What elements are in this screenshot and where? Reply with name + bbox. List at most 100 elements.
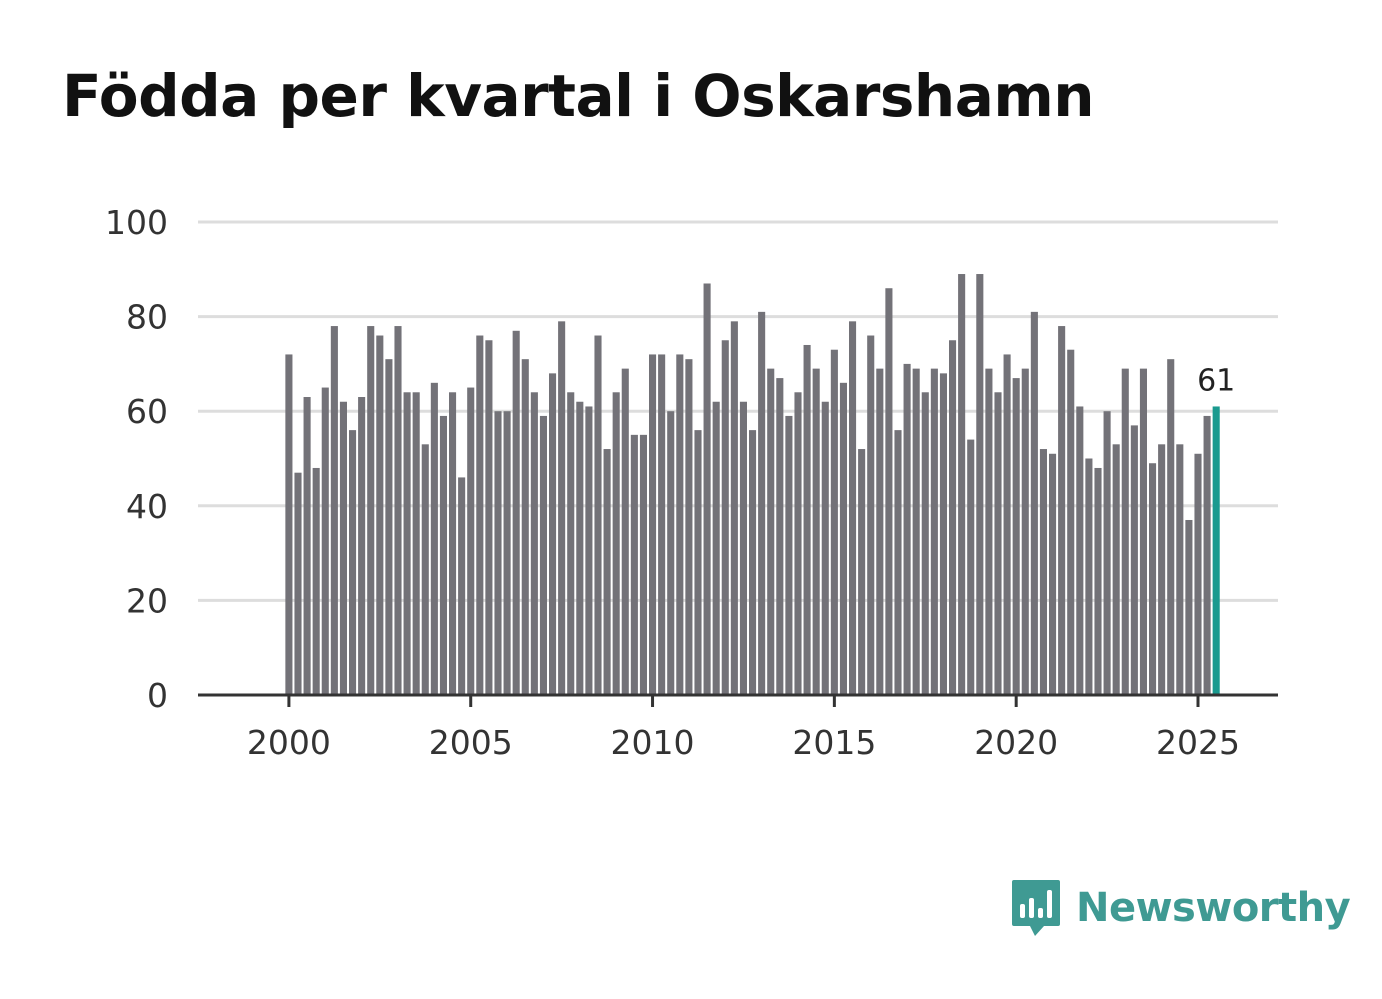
bar bbox=[367, 326, 375, 695]
bar bbox=[658, 354, 666, 695]
bar bbox=[1039, 449, 1047, 695]
bar bbox=[1130, 425, 1138, 695]
bar bbox=[712, 401, 720, 695]
bar bbox=[603, 449, 611, 695]
bar bbox=[458, 477, 466, 695]
bar bbox=[1067, 349, 1075, 695]
bar bbox=[867, 335, 875, 695]
x-tick-label: 2020 bbox=[974, 723, 1058, 762]
bar bbox=[303, 397, 311, 695]
bar bbox=[358, 397, 366, 695]
bar bbox=[1203, 415, 1211, 695]
bar bbox=[821, 401, 829, 695]
bar bbox=[1003, 354, 1011, 695]
bar bbox=[321, 387, 329, 695]
bar bbox=[630, 434, 638, 695]
bar bbox=[803, 344, 811, 695]
bar bbox=[839, 382, 847, 695]
bar bbox=[594, 335, 602, 695]
bar bbox=[485, 340, 493, 695]
bar bbox=[785, 415, 793, 695]
bar bbox=[1094, 467, 1102, 695]
bar bbox=[1167, 359, 1175, 695]
bar bbox=[330, 326, 338, 695]
bar bbox=[1058, 326, 1066, 695]
bar bbox=[1030, 311, 1038, 695]
bar bbox=[1012, 378, 1020, 695]
bar bbox=[967, 439, 975, 695]
bar bbox=[512, 330, 520, 695]
bar bbox=[1149, 463, 1157, 695]
bar bbox=[649, 354, 657, 695]
newsworthy-logo-icon bbox=[1012, 880, 1060, 936]
bar bbox=[894, 430, 902, 695]
y-tick-label: 40 bbox=[126, 487, 168, 526]
bar bbox=[985, 368, 993, 695]
bar bbox=[294, 472, 302, 695]
x-tick-label: 2010 bbox=[611, 723, 695, 762]
bar bbox=[676, 354, 684, 695]
bar bbox=[1112, 444, 1120, 695]
x-axis-ticks: 2000 2005 2010 2015 2020 2025 bbox=[247, 695, 1240, 762]
bar bbox=[430, 382, 438, 695]
bar bbox=[621, 368, 629, 695]
bar bbox=[1103, 411, 1111, 695]
bar bbox=[1158, 444, 1166, 695]
bar bbox=[421, 444, 429, 695]
bar bbox=[949, 340, 957, 695]
bar bbox=[685, 359, 693, 695]
bar bbox=[376, 335, 384, 695]
bar bbox=[767, 368, 775, 695]
bar bbox=[639, 434, 647, 695]
y-tick-label: 20 bbox=[126, 581, 168, 620]
highlight-value-label: 61 bbox=[1197, 363, 1235, 398]
bar bbox=[876, 368, 884, 695]
data-labels: 61 bbox=[1197, 363, 1235, 398]
bar bbox=[412, 392, 420, 695]
bar bbox=[312, 467, 320, 695]
bar bbox=[794, 392, 802, 695]
x-tick-label: 2025 bbox=[1156, 723, 1240, 762]
bar bbox=[285, 354, 293, 695]
bar bbox=[476, 335, 484, 695]
bar bbox=[976, 274, 984, 695]
bar bbox=[339, 401, 347, 695]
bar bbox=[576, 401, 584, 695]
bar bbox=[530, 392, 538, 695]
bar bbox=[776, 378, 784, 695]
bar bbox=[1021, 368, 1029, 695]
bar bbox=[939, 373, 947, 695]
bar bbox=[903, 363, 911, 695]
bar bbox=[503, 411, 511, 695]
bar bbox=[830, 349, 838, 695]
bar bbox=[439, 415, 447, 695]
bar bbox=[1085, 458, 1093, 695]
brand-name: Newsworthy bbox=[1076, 885, 1351, 931]
x-tick-label: 2005 bbox=[429, 723, 513, 762]
bar bbox=[449, 392, 457, 695]
bar bbox=[667, 411, 675, 695]
bar bbox=[1049, 453, 1057, 695]
bar bbox=[521, 359, 529, 695]
chart-title: Födda per kvartal i Oskarshamn bbox=[62, 62, 1095, 130]
bar bbox=[349, 430, 357, 695]
bar bbox=[858, 449, 866, 695]
bar bbox=[721, 340, 729, 695]
bar bbox=[385, 359, 393, 695]
bar bbox=[1194, 453, 1202, 695]
bar bbox=[467, 387, 475, 695]
bar bbox=[1139, 368, 1147, 695]
bar bbox=[958, 274, 966, 695]
bar bbox=[394, 326, 402, 695]
bar bbox=[921, 392, 929, 695]
bar bbox=[1185, 519, 1193, 695]
bar bbox=[749, 430, 757, 695]
bar bbox=[567, 392, 575, 695]
bar bbox=[930, 368, 938, 695]
bar bbox=[739, 401, 747, 695]
y-tick-label: 0 bbox=[147, 676, 168, 715]
brand-logo: Newsworthy bbox=[1010, 878, 1351, 938]
bars bbox=[285, 274, 1220, 695]
bar bbox=[849, 321, 857, 695]
